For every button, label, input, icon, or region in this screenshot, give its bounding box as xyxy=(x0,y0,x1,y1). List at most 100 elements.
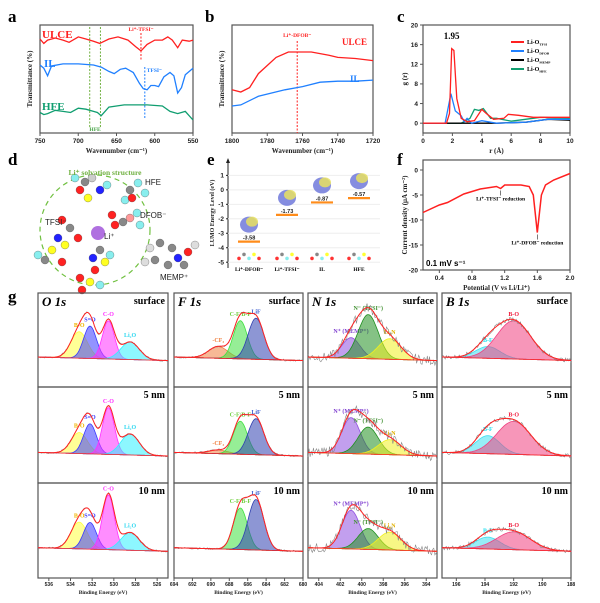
xps-component-peak xyxy=(173,320,304,361)
atom xyxy=(85,277,95,287)
atom xyxy=(120,195,130,205)
depth-label: surface xyxy=(269,296,301,307)
x-tick-label: 0.8 xyxy=(467,275,476,282)
xps-region-title: B 1s xyxy=(445,294,469,309)
molecule-label-li: Li⁺ xyxy=(104,232,114,241)
y-tick-label: 0 xyxy=(414,167,418,174)
x-tick-label: 680 xyxy=(299,582,308,588)
legend-subscript: MEMP xyxy=(539,61,551,65)
atom xyxy=(140,188,150,198)
xps-background xyxy=(308,452,437,457)
x-tick-label: 528 xyxy=(131,582,140,588)
xps-component-label: B-O xyxy=(74,323,85,329)
y-axis-label: Transmittance (%) xyxy=(218,50,226,107)
xps-component-label: S=O xyxy=(84,415,96,421)
atom xyxy=(347,256,351,261)
x-tick-label: 190 xyxy=(538,582,547,588)
x-tick-label: 194 xyxy=(481,582,490,588)
x-axis-label: Wavenumber (cm⁻¹) xyxy=(272,147,334,155)
atom xyxy=(275,256,279,261)
y-axis-arrow-icon xyxy=(226,158,230,163)
x-tick-label: 8 xyxy=(539,138,543,145)
xps-envelope-fit xyxy=(38,405,168,457)
x-tick-label: 684 xyxy=(262,582,271,588)
xps-component-label: N⁻ (TFSI⁻) xyxy=(353,519,383,526)
xps-o1s-2-frame xyxy=(37,482,169,579)
atom xyxy=(125,213,135,223)
xps-envelope-fit xyxy=(37,312,169,362)
atom xyxy=(83,193,93,203)
molecule-label-dfob: DFOB⁻ xyxy=(140,211,166,220)
atom xyxy=(80,177,90,187)
series-hfe-line xyxy=(39,104,194,121)
legend-entry: Li-OTFSI xyxy=(527,40,548,47)
xps-background xyxy=(308,547,437,552)
atom xyxy=(167,243,177,253)
legend-subscript: TFSI xyxy=(539,43,547,47)
xps-component-label: Li₃N xyxy=(384,330,396,336)
xps-background xyxy=(173,356,304,361)
lumo-value-label: -0.87 xyxy=(316,196,329,202)
atom xyxy=(33,250,43,260)
atom xyxy=(90,265,100,275)
series-label-il: IL xyxy=(44,58,56,70)
panel-label-c: c xyxy=(397,7,405,26)
atom xyxy=(40,255,50,265)
x-tick-label: 1720 xyxy=(366,138,381,145)
x-axis-label: Binding Energy (eV) xyxy=(214,589,263,596)
y-tick-label: 1 xyxy=(220,173,224,180)
atom xyxy=(320,256,324,261)
series-label-ulce: ULCE xyxy=(42,29,73,41)
x-axis-label: r (Å) xyxy=(489,147,504,155)
xps-component-label: B-O xyxy=(74,424,85,430)
xps-envelope-fit xyxy=(308,504,438,552)
xps-component-label: Li₃N xyxy=(384,523,396,529)
atom xyxy=(95,185,105,195)
xps-component-peak xyxy=(441,320,572,362)
depth-label: 5 nm xyxy=(279,390,301,401)
atom xyxy=(310,256,314,261)
y-tick-label: 16 xyxy=(411,42,419,49)
xps-region-title: N 1s xyxy=(311,294,336,309)
xps-background xyxy=(38,547,168,552)
series-label-hfe: HFE xyxy=(42,101,65,113)
x-tick-label: 0.4 xyxy=(435,275,444,282)
xps-component-label: C-O xyxy=(103,399,114,405)
xps-background xyxy=(442,452,571,457)
y-tick-label: -5 xyxy=(412,192,418,199)
y-tick-label: 20 xyxy=(411,22,419,29)
atom xyxy=(315,252,319,257)
x-tick-label: 1800 xyxy=(225,138,240,145)
xps-background xyxy=(442,547,571,552)
xps-component-label: C-O xyxy=(103,486,114,492)
xps-component-label: Li₂O xyxy=(124,524,136,530)
y-tick-label: 0 xyxy=(220,187,224,194)
x-tick-label: 530 xyxy=(110,582,119,588)
xps-b1s-2-frame xyxy=(441,482,572,579)
atom xyxy=(140,257,150,267)
x-tick-label: 400 xyxy=(358,582,367,588)
atom xyxy=(53,233,63,243)
lumo-value-label: -1.73 xyxy=(281,209,294,215)
atom xyxy=(352,252,356,257)
x-tick-label: 686 xyxy=(244,582,253,588)
atom xyxy=(95,280,105,290)
legend-entry: Li-OMEMP xyxy=(527,58,551,65)
lumo-orbital-lobe xyxy=(356,173,368,184)
y-tick-label: -3 xyxy=(218,231,224,238)
x-tick-label: 0 xyxy=(421,138,425,145)
molecule-label-memp: MEMP⁺ xyxy=(160,273,188,282)
atom xyxy=(183,247,193,257)
x-tick-label: 688 xyxy=(225,582,234,588)
x-tick-label: 750 xyxy=(35,138,46,145)
x-tick-label: 398 xyxy=(379,582,388,588)
atom xyxy=(70,173,80,183)
atom xyxy=(325,252,329,257)
x-tick-label: 4 xyxy=(480,138,484,145)
atom xyxy=(242,252,246,257)
depth-label: 5 nm xyxy=(413,390,435,401)
lsv-curve xyxy=(422,172,571,233)
panel-a-frame xyxy=(39,24,194,134)
atom xyxy=(95,245,105,255)
